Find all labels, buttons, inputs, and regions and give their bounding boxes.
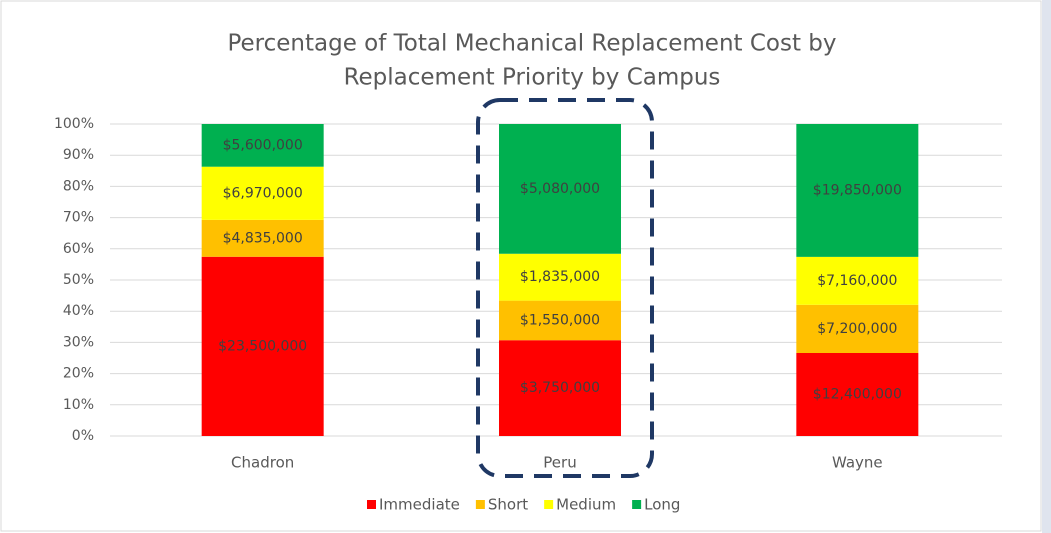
legend-label: Medium [556,496,616,514]
bar-segment [201,219,324,257]
y-tick-label: 30% [63,334,94,350]
bar-segment [796,304,919,353]
bar-segment [796,124,919,257]
data-label: $1,550,000 [520,312,600,328]
legend-swatch [632,500,642,509]
chart-title: Replacement Priority by Campus [344,65,721,91]
y-tick-label: 50% [63,272,94,288]
y-tick-label: 20% [63,366,94,382]
data-label: $7,200,000 [817,321,897,337]
chart-title: Percentage of Total Mechanical Replaceme… [227,31,836,57]
x-tick-label: Wayne [832,454,883,472]
legend-swatch [475,500,485,509]
bar-segment [499,253,621,301]
data-label: $4,835,000 [223,230,303,246]
bar-segment [201,256,324,436]
data-label: $6,970,000 [223,185,303,201]
data-label: $5,080,000 [520,181,600,197]
data-label: $7,160,000 [817,273,897,289]
bar-segment [201,166,324,220]
x-tick-label: Peru [543,454,576,472]
data-label: $12,400,000 [813,386,902,402]
legend-swatch [544,500,554,509]
bar-segment [499,124,621,254]
bar-segment [796,256,919,305]
legend-label: Long [644,496,680,514]
bar-segment [201,124,324,167]
side-strip [1042,0,1051,533]
y-tick-label: 60% [63,241,94,257]
data-label: $5,600,000 [223,137,303,153]
y-tick-label: 70% [63,210,94,226]
bar-segment [499,340,621,436]
legend-swatch [367,500,376,509]
y-tick-label: 100% [54,116,94,132]
bar-segment [499,300,621,341]
y-tick-label: 90% [63,147,94,163]
data-label: $1,835,000 [520,269,600,285]
legend-label: Short [488,496,528,514]
y-tick-label: 80% [63,178,94,194]
bar-segment [796,352,919,436]
x-tick-label: Chadron [231,454,294,472]
y-tick-label: 0% [72,428,94,444]
data-label: $3,750,000 [520,380,600,396]
y-tick-label: 10% [63,397,94,413]
data-label: $23,500,000 [218,338,307,354]
data-label: $19,850,000 [813,182,902,198]
legend-label: Immediate [379,496,460,514]
highlight-box [476,98,654,478]
y-tick-label: 40% [63,303,94,319]
